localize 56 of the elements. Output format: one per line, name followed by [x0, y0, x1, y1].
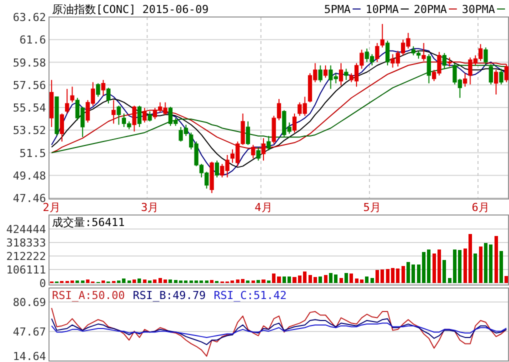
bar — [246, 280, 250, 283]
bar — [318, 276, 322, 283]
bar — [365, 276, 369, 283]
bar — [76, 280, 80, 283]
bar — [350, 274, 354, 283]
bar — [344, 272, 348, 283]
chart-title: 原油指数[CONC] 2015-06-09 — [52, 3, 209, 16]
bar — [256, 280, 260, 283]
bar — [138, 278, 142, 283]
legend-label: 10PMA — [366, 3, 400, 16]
y-tick-label: 47.67 — [12, 325, 46, 338]
bar — [339, 278, 343, 283]
bar — [132, 280, 136, 283]
y-tick-label: 424444 — [6, 223, 46, 236]
y-tick-label: 51.5 — [20, 146, 46, 160]
chart-title: 成交量:56411 — [52, 216, 125, 229]
text: RSI_B:49.79 — [132, 289, 206, 302]
text: RSI_C:51.42 — [214, 289, 287, 302]
legend-label: 30PMA — [462, 3, 496, 16]
legend-label: 5PMA — [324, 3, 351, 16]
bar — [262, 280, 266, 283]
x-tick-label: 2月 — [42, 201, 60, 214]
series-label: RSI_A:50.00 — [52, 289, 125, 302]
bar — [370, 278, 374, 283]
bar — [80, 280, 84, 283]
y-tick-label: 59.58 — [12, 56, 46, 70]
x-tick-label: 4月 — [254, 201, 272, 214]
bar — [153, 280, 157, 283]
y-tick-label: 14.64 — [12, 350, 46, 362]
y-tick-label: 49.48 — [12, 169, 46, 182]
bar — [168, 280, 172, 283]
legend-label: 20PMA — [414, 3, 448, 16]
bar — [210, 280, 214, 283]
bar — [148, 280, 152, 283]
x-tick-label: 3月 — [140, 201, 159, 214]
bar — [474, 253, 478, 283]
bar — [442, 260, 446, 283]
y-tick-label: 106111 — [6, 264, 46, 276]
bar — [478, 246, 482, 283]
y-tick-label: 318333 — [6, 236, 46, 250]
y-tick-label: 55.54 — [12, 102, 46, 114]
x-tick-label: 5月 — [363, 201, 381, 214]
bar — [494, 236, 498, 283]
bar — [142, 280, 146, 283]
y-tick-label: 63.62 — [12, 11, 46, 24]
y-tick-label: 53.52 — [12, 124, 46, 138]
x-tick-label: 6月 — [472, 201, 490, 214]
y-tick-label: 57.56 — [12, 78, 46, 92]
y-tick-label: 212222 — [6, 250, 46, 263]
bar — [499, 250, 504, 283]
bar — [504, 276, 508, 283]
bar — [401, 266, 405, 283]
bar — [324, 275, 328, 283]
y-tick-label: 80.69 — [12, 296, 46, 309]
y-tick-label: 61.6 — [20, 34, 46, 47]
y-tick-label: 0 — [39, 277, 46, 290]
